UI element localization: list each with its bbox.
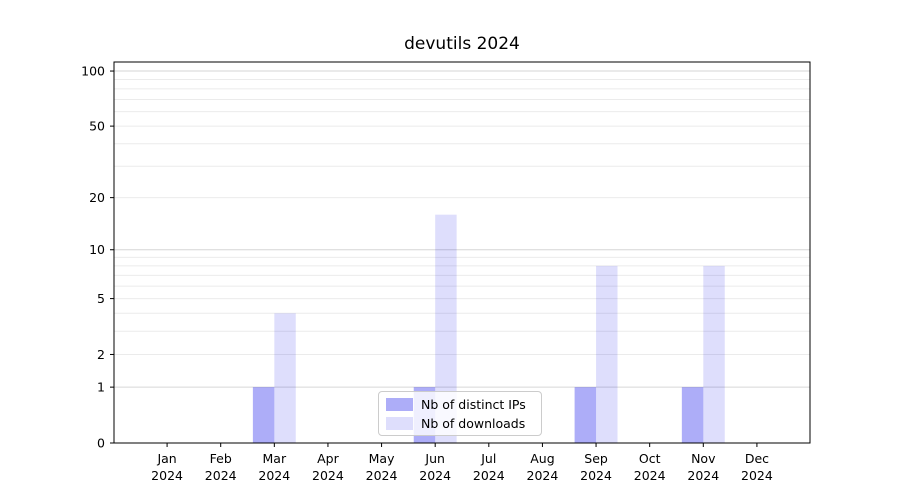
x-tick-label-year: 2024 [741,468,773,483]
x-tick-label-month: May [369,451,395,466]
x-tick-label-month: Nov [691,451,716,466]
x-tick-label-month: Mar [263,451,287,466]
x-tick-label-year: 2024 [634,468,666,483]
y-tick-label: 1 [97,380,105,395]
x-tick-label-month: Jan [156,451,176,466]
bar-distinct-ips [574,387,597,443]
x-tick-label-year: 2024 [419,468,451,483]
legend-swatch-downloads [386,416,413,430]
x-tick-label-month: Apr [317,451,339,466]
y-tick-label: 5 [97,291,105,306]
bar-downloads [435,214,457,443]
legend-item-downloads: Nb of downloads [386,416,533,431]
x-tick-label-year: 2024 [312,468,344,483]
y-tick-label: 0 [97,436,105,451]
x-tick-label-year: 2024 [473,468,505,483]
x-tick-label-year: 2024 [258,468,290,483]
y-tick-label: 2 [97,347,105,362]
y-tick-label: 10 [89,242,105,257]
y-tick-label: 100 [81,64,105,79]
legend-label: Nb of distinct IPs [421,396,526,412]
legend-label: Nb of downloads [421,415,526,431]
legend-item-distinct-ips: Nb of distinct IPs [386,397,533,412]
legend-swatch-distinct-ips [386,397,413,411]
bar-downloads [703,265,725,443]
y-tick-label: 50 [89,119,105,134]
bar-downloads [596,265,618,443]
bar-distinct-ips [681,387,704,443]
legend: Nb of distinct IPs Nb of downloads [378,391,542,436]
x-tick-label-month: Jul [480,451,496,466]
x-tick-label-year: 2024 [366,468,398,483]
x-tick-label-month: Jun [424,451,445,466]
x-tick-label-month: Sep [584,451,608,466]
x-tick-label-month: Oct [639,451,661,466]
x-tick-label-year: 2024 [151,468,183,483]
x-tick-label-month: Dec [745,451,769,466]
x-tick-label-month: Feb [210,451,232,466]
plot-border [113,61,811,444]
y-tick-label: 20 [89,190,105,205]
x-tick-label-year: 2024 [527,468,559,483]
chart-title: devutils 2024 [404,34,520,54]
x-tick-label-year: 2024 [205,468,237,483]
bar-distinct-ips [252,387,275,443]
x-tick-label-year: 2024 [687,468,719,483]
x-tick-label-year: 2024 [580,468,612,483]
x-tick-label-month: Aug [530,451,554,466]
bar-downloads [274,313,296,443]
